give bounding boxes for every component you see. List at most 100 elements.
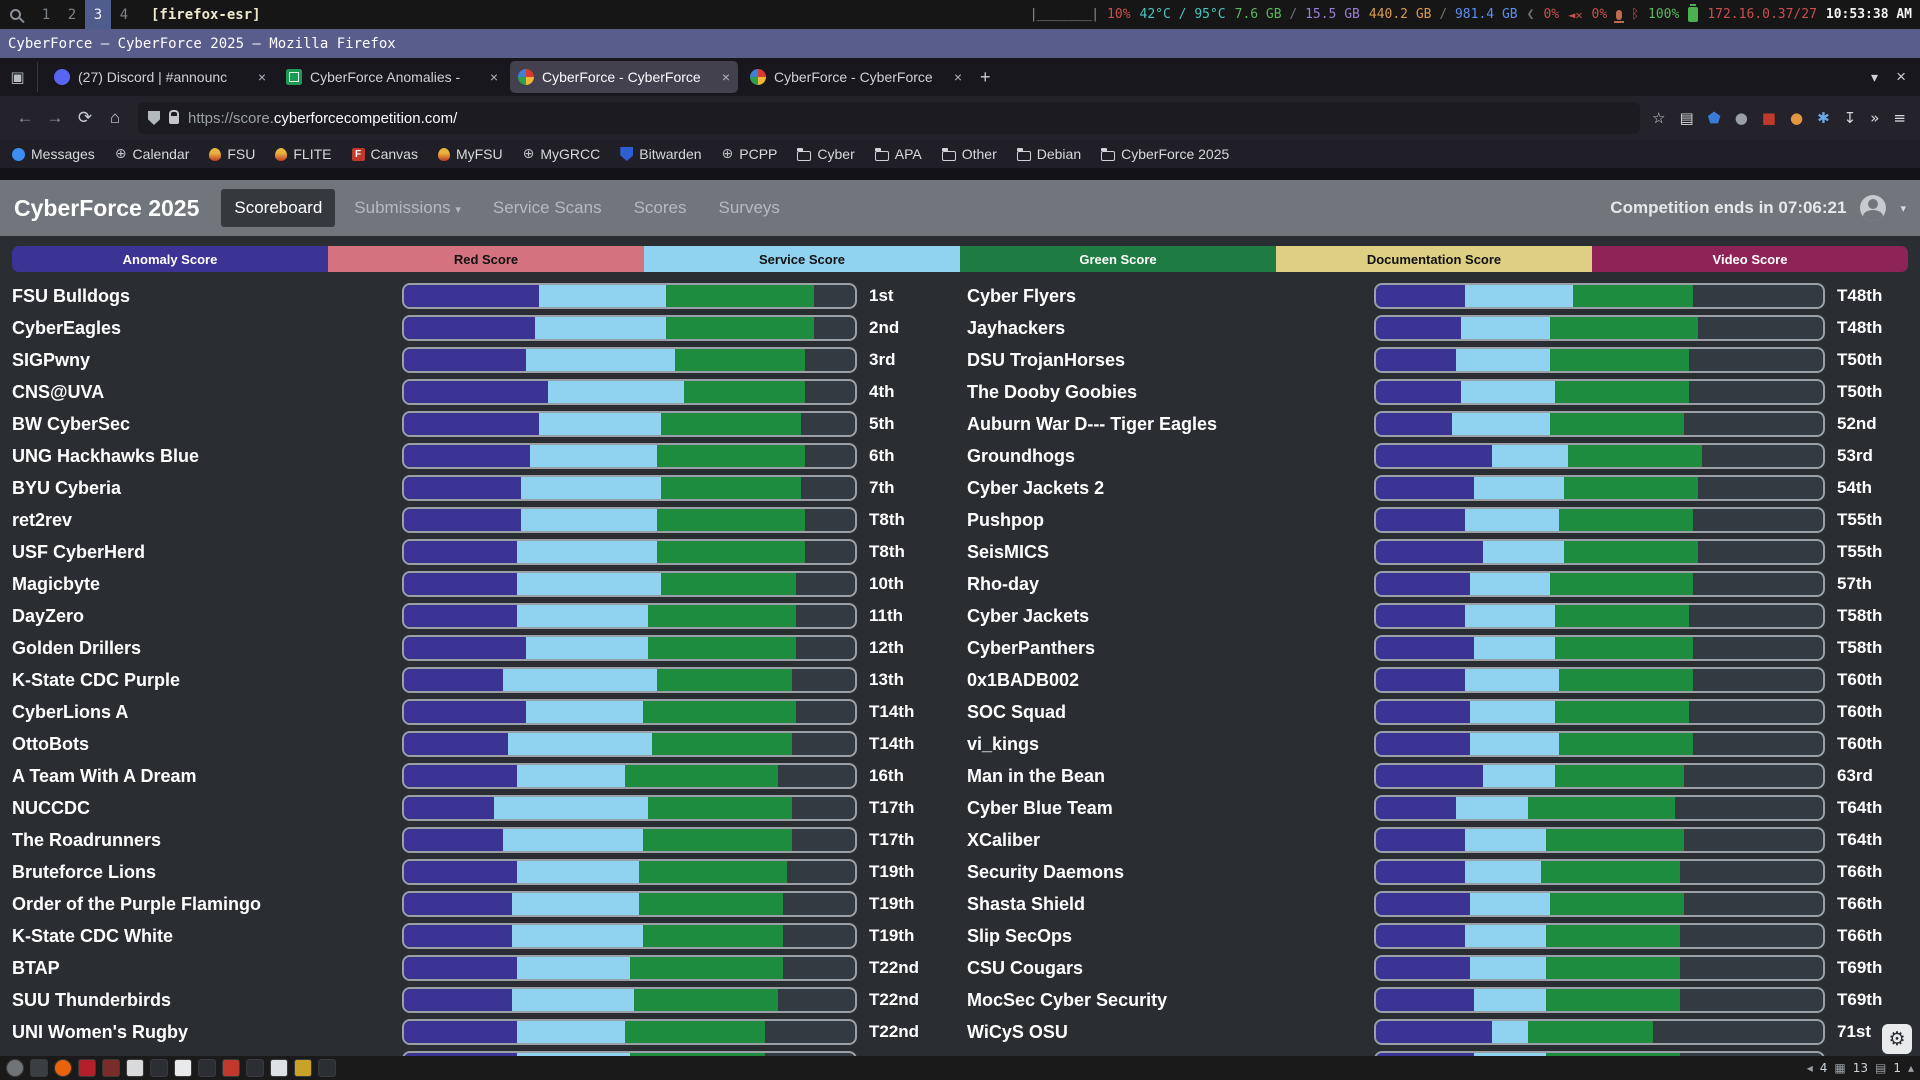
bookmark-apa[interactable]: APA [874,146,922,162]
nav-item-scores[interactable]: Scores [633,198,687,217]
container-tab-icon[interactable]: ● [1789,108,1804,127]
service-segment [1465,509,1560,531]
home-button[interactable]: ⌂ [109,108,121,127]
menu-icon[interactable]: ≡ [1893,108,1906,127]
tab-close-icon[interactable]: × [721,69,730,85]
bookmark-pcpp[interactable]: ⊕ PCPP [722,146,778,162]
anomaly-segment [404,1053,517,1056]
bookmark-mygrcc[interactable]: ⊕ MyGRCC [523,146,601,162]
anomaly-segment [404,509,522,531]
site-navbar: CyberForce 2025 Scoreboard Submissions ▾ S… [0,180,1920,236]
pdf-viewer-icon[interactable] [78,1059,96,1077]
service-segment [1483,541,1564,563]
terminal4-icon[interactable] [318,1059,336,1077]
sheet-yellow-icon[interactable] [294,1059,312,1077]
workspace-3[interactable]: 3 [85,0,111,29]
bookmark-debian[interactable]: Debian [1016,146,1081,162]
terminal-icon[interactable] [150,1059,168,1077]
cyberforce-favicon [518,69,534,85]
firefox-icon[interactable] [54,1059,72,1077]
score-bar [402,795,857,821]
scoreboard-row: ret2rev T8th Pushpop T55th [0,504,1920,536]
file-manager-icon[interactable] [126,1059,144,1077]
service-segment [503,829,644,851]
service-segment [1465,829,1546,851]
forward-button[interactable]: → [46,108,64,127]
score-bar [402,1019,857,1045]
service-segment [516,957,630,979]
nav-item-surveys[interactable]: Surveys [718,198,780,217]
team-name: Man in the Bean [967,765,1106,786]
document-icon[interactable] [270,1059,288,1077]
extension-monkey-icon[interactable]: ● [1734,108,1748,127]
reload-button[interactable]: ⟳ [77,108,93,127]
list-all-tabs-button[interactable]: ▾ [1871,68,1879,85]
browser-tab-1[interactable]: (27) Discord | #announc × [46,61,274,93]
search-icon[interactable] [10,9,21,20]
terminal3-icon[interactable] [246,1059,264,1077]
rank-label: T69th [1837,990,1883,1009]
grid-icon: ▦ [1834,1061,1846,1075]
nav-item-scoreboard[interactable]: Scoreboard [221,189,336,227]
https-lock-icon[interactable] [169,110,179,124]
app-red-icon[interactable] [222,1059,240,1077]
panel-icon: ▤ [1874,1061,1887,1075]
workspace-1[interactable]: 1 [41,6,51,23]
reader-view-icon[interactable]: ▤ [1679,108,1694,127]
overflow-chevrons-icon[interactable]: » [1870,108,1880,127]
tab-close-icon[interactable]: × [953,69,962,85]
account-caret-icon[interactable]: ▾ [1900,202,1906,215]
workspace-4[interactable]: 4 [119,6,129,23]
bookmark-star-icon[interactable]: ☆ [1652,108,1666,127]
bookmark-cyberforce-2025[interactable]: CyberForce 2025 [1101,146,1229,162]
tracking-protection-shield-icon[interactable] [148,111,160,125]
green-segment [1554,637,1694,659]
bookmark-calendar[interactable]: ⊕ Calendar [115,146,190,162]
bitwarden-shield-icon[interactable]: ⬟ [1707,108,1721,127]
tray-count-windows[interactable]: 4 [1819,1061,1828,1075]
firefox-view-icon[interactable]: ▣ [8,62,38,92]
sheets-favicon [286,69,302,85]
url-text[interactable]: https://score.cyberforcecompetition.com/ [188,109,458,127]
bookmark-myfsu[interactable]: MyFSU [437,146,503,162]
bookmark-bitwarden[interactable]: Bitwarden [620,146,702,162]
close-window-button[interactable]: × [1896,67,1906,86]
rank-label: T22nd [869,1022,920,1041]
score-bar [402,379,857,405]
workspace-2[interactable]: 2 [67,6,77,23]
folder-icon [1101,147,1116,161]
bookmark-canvas[interactable]: F Canvas [351,146,418,162]
browser-tab-2[interactable]: CyberForce Anomalies - × [278,61,506,93]
terminal-red-icon[interactable] [102,1059,120,1077]
bookmark-flite[interactable]: FLITE [275,146,332,162]
text-editor-icon[interactable] [174,1059,192,1077]
tab-close-icon[interactable]: × [257,69,266,85]
account-icon[interactable] [1860,195,1887,221]
settings-gear-button[interactable]: ⚙ [1882,1024,1912,1054]
screenrec-icon[interactable] [6,1059,24,1077]
service-segment [1469,893,1551,915]
team-name: UNG Hackhawks Blue [12,445,200,466]
browser-tab-4[interactable]: CyberForce - CyberForce × [742,61,970,93]
extension-gear-icon[interactable]: ✱ [1817,108,1830,127]
tray-count-notifications[interactable]: 1 [1893,1061,1901,1075]
back-button[interactable]: ← [16,108,34,127]
team-name: Bruteforce Lions [12,861,157,882]
play-icon[interactable] [30,1059,48,1077]
tray-count-files[interactable]: 13 [1852,1061,1868,1075]
bookmark-fsu[interactable]: FSU [209,146,255,162]
anomaly-segment [1376,445,1493,467]
browser-tab-3[interactable]: CyberForce - CyberForce × [510,61,738,93]
new-tab-button[interactable]: + [980,66,991,87]
save-page-icon[interactable]: ↧ [1843,108,1857,127]
bookmark-other[interactable]: Other [941,146,997,162]
nav-item-submissions[interactable]: Submissions ▾ [354,198,461,217]
nav-item-service-scans[interactable]: Service Scans [492,198,602,217]
bookmark-messages[interactable]: Messages [12,146,95,162]
address-bar[interactable]: https://score.cyberforcecompetition.com/ [138,102,1641,134]
terminal2-icon[interactable] [198,1059,216,1077]
ublock-icon[interactable]: ■ [1761,108,1776,127]
tab-close-icon[interactable]: × [489,69,498,85]
bookmark-cyber[interactable]: Cyber [797,146,855,162]
